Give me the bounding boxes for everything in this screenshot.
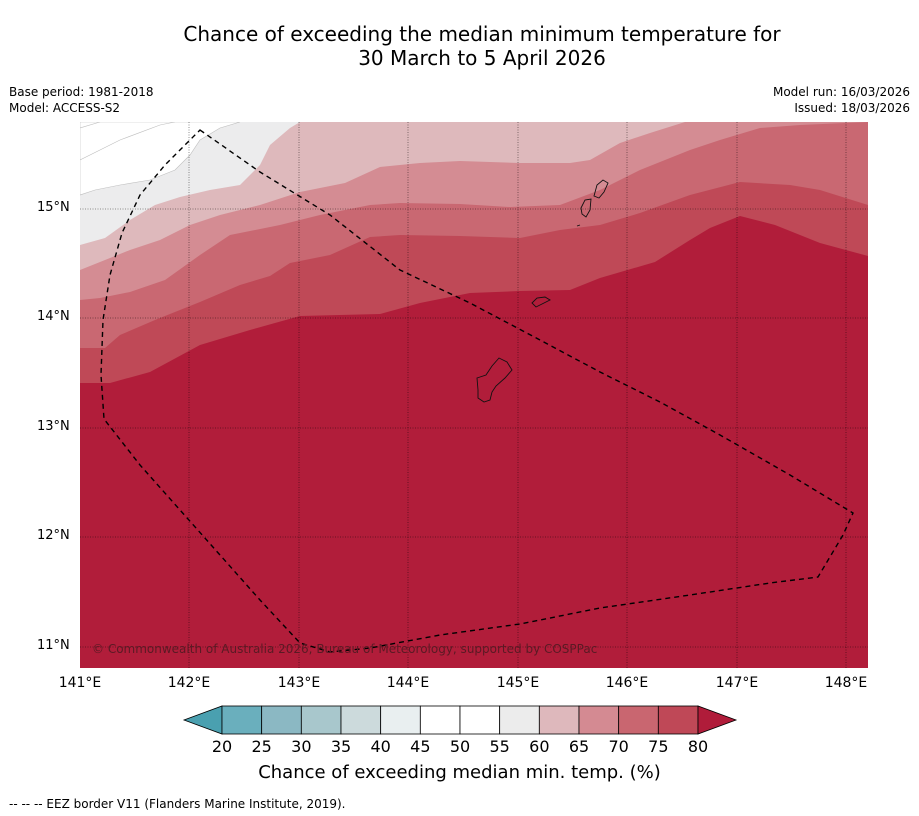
- issued-date: Issued: 18/03/2026: [794, 101, 910, 115]
- title-line-2: 30 March to 5 April 2026: [358, 46, 606, 70]
- colorbar-extend-low: [182, 705, 223, 735]
- eez-legend: -- -- -- EEZ border V11 (Flanders Marine…: [9, 797, 346, 811]
- gridlines: [80, 122, 868, 668]
- lon-label: 142°E: [167, 675, 211, 691]
- colorbar-segment: [499, 705, 540, 735]
- lat-label: 13°N: [37, 419, 70, 434]
- meta-right: Model run: 16/03/2026 Issued: 18/03/2026: [773, 84, 910, 116]
- colorbar-tick-label: 35: [330, 737, 352, 756]
- model-name: Model: ACCESS-S2: [9, 101, 121, 115]
- lon-label: 147°E: [715, 675, 759, 691]
- lon-label: 145°E: [496, 675, 540, 691]
- copyright-notice: © Commonwealth of Australia 2026, Bureau…: [92, 642, 598, 656]
- colorbar-segment: [419, 705, 461, 735]
- saipan-island: [593, 179, 609, 199]
- colorbar-tick-label: 55: [489, 737, 510, 756]
- lat-label: 14°N: [37, 309, 70, 324]
- colorbar-segment: [578, 705, 620, 735]
- colorbar-segment: [459, 705, 501, 735]
- lon-label: 141°E: [58, 675, 102, 691]
- colorbar-segment: [300, 705, 342, 735]
- tinian-island: [580, 198, 592, 218]
- aguijan-island: [576, 224, 581, 227]
- colorbar-segment: [657, 705, 699, 735]
- base-period: Base period: 1981-2018: [9, 85, 154, 99]
- band-50-edge: [80, 122, 176, 161]
- lon-label: 148°E: [824, 675, 868, 691]
- colorbar-tick-label: 25: [251, 737, 272, 756]
- colorbar-segment: [221, 705, 263, 735]
- colorbar-tick-label: 70: [608, 737, 629, 756]
- lat-label: 12°N: [37, 528, 70, 543]
- islands: [476, 179, 609, 403]
- rota-island: [531, 296, 551, 308]
- lon-label: 146°E: [605, 675, 649, 691]
- band-50-edge-2: [80, 122, 101, 129]
- lat-label: 15°N: [37, 200, 70, 215]
- colorbar-extend-high: [697, 705, 738, 735]
- colorbar-tick-label: 65: [568, 737, 590, 756]
- colorbar-segment: [380, 705, 421, 735]
- lat-label: 11°N: [37, 638, 70, 653]
- colorbar-tick-label: 75: [648, 737, 669, 756]
- colorbar-tick-label: 50: [449, 737, 471, 756]
- colorbar-tick-label: 40: [370, 737, 391, 756]
- guam-island: [476, 357, 513, 403]
- colorbar-segment: [340, 705, 382, 735]
- colorbar-tick-label: 30: [291, 737, 312, 756]
- colorbar-tick-label: 60: [529, 737, 550, 756]
- colorbar-tick-label: 20: [211, 737, 233, 756]
- meta-left: Base period: 1981-2018 Model: ACCESS-S2: [9, 84, 154, 116]
- lon-label: 143°E: [277, 675, 321, 691]
- colorbar-segment: [261, 705, 302, 735]
- colorbar-tick-label: 45: [410, 737, 431, 756]
- eez-border: [100, 129, 854, 653]
- colorbar-label: Chance of exceeding median min. temp. (%…: [258, 762, 661, 783]
- lon-label: 144°E: [386, 675, 430, 691]
- colorbar-segment: [538, 705, 580, 735]
- map-title: Chance of exceeding the median minimum t…: [0, 22, 919, 70]
- title-line-1: Chance of exceeding the median minimum t…: [183, 22, 781, 46]
- colorbar: [182, 705, 738, 735]
- colorbar-segment: [618, 705, 659, 735]
- model-run: Model run: 16/03/2026: [772, 85, 910, 99]
- colorbar-tick-label: 80: [687, 737, 709, 756]
